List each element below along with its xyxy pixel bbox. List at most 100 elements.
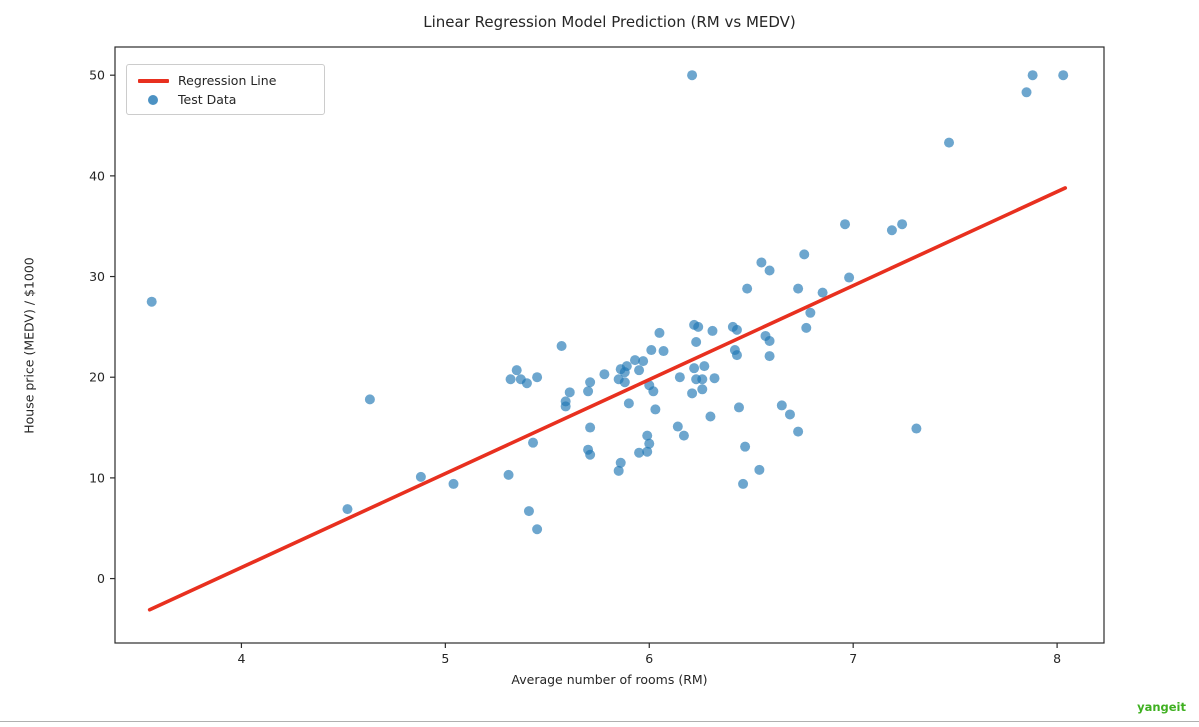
scatter-point	[897, 219, 908, 230]
scatter-point	[689, 363, 700, 374]
scatter-point	[613, 465, 624, 476]
scatter-point	[646, 345, 657, 356]
scatter-point	[699, 361, 710, 372]
scatter-point	[415, 471, 426, 482]
x-tick-label: 6	[645, 651, 653, 666]
scatter-point	[784, 409, 795, 420]
scatter-point	[672, 421, 683, 432]
scatter-point	[648, 386, 659, 397]
chart-title: Linear Regression Model Prediction (RM v…	[423, 13, 796, 31]
scatter-point	[583, 386, 594, 397]
scatter-point	[707, 325, 718, 336]
scatter-point	[528, 437, 539, 448]
scatter-point	[1027, 70, 1038, 81]
x-tick-label: 8	[1053, 651, 1061, 666]
scatter-point	[532, 524, 543, 535]
scatter-point	[731, 350, 742, 361]
x-tick-label: 4	[237, 651, 245, 666]
scatter-point	[799, 249, 810, 260]
scatter-point	[733, 402, 744, 413]
scatter-point	[764, 265, 775, 276]
legend-item-test-data: Test Data	[137, 90, 314, 109]
scatter-point	[638, 356, 649, 367]
scatter-point	[801, 322, 812, 333]
scatter-point	[642, 446, 653, 457]
scatter-point	[944, 137, 955, 148]
scatter-point	[342, 504, 353, 515]
scatter-point	[709, 373, 720, 384]
scatter-point	[687, 388, 698, 399]
scatter-point	[658, 346, 669, 357]
scatter-point	[705, 411, 716, 422]
scatter-point	[886, 225, 897, 236]
scatter-point	[523, 506, 534, 517]
scatter-point	[731, 324, 742, 335]
scatter-point	[564, 387, 575, 398]
scatter-point	[634, 447, 645, 458]
scatter-point	[585, 449, 596, 460]
scatter-point	[511, 365, 522, 376]
scatter-point	[738, 478, 749, 489]
scatter-point	[634, 365, 645, 376]
scatter-point	[840, 219, 851, 230]
scatter-point	[532, 372, 543, 383]
watermark: yangeit	[1137, 700, 1186, 714]
scatter-point	[742, 283, 753, 294]
scatter-point	[793, 426, 804, 437]
scatter-point	[754, 464, 765, 475]
regression-line-swatch-icon	[137, 78, 169, 83]
scatter-point	[911, 423, 922, 434]
scatter-point	[556, 341, 567, 352]
y-tick-label: 50	[89, 68, 105, 83]
legend-item-regression-line: Regression Line	[137, 71, 314, 90]
scatter-point	[615, 457, 626, 468]
scatter-point	[654, 327, 665, 338]
scatter-point	[585, 377, 596, 388]
legend-label-test-data: Test Data	[178, 92, 237, 107]
x-tick-label: 5	[441, 651, 449, 666]
y-tick-label: 30	[89, 269, 105, 284]
scatter-point	[844, 272, 855, 283]
scatter-point	[764, 351, 775, 362]
y-tick-label: 0	[97, 571, 105, 586]
scatter-point	[364, 394, 375, 405]
legend-label-regression-line: Regression Line	[178, 73, 277, 88]
regression-line	[147, 186, 1068, 612]
scatter-point	[805, 307, 816, 318]
scatter-point	[693, 321, 704, 332]
x-tick-label: 7	[849, 651, 857, 666]
axes-frame	[114, 46, 1105, 644]
scatter-point	[674, 372, 685, 383]
scatter-point	[503, 469, 514, 480]
scatter-point	[629, 355, 640, 366]
scatter-point	[697, 384, 708, 395]
scatter-point	[560, 401, 571, 412]
scatter-point	[764, 335, 775, 346]
scatter-point	[756, 257, 767, 268]
scatter-point	[793, 283, 804, 294]
bottom-divider	[0, 721, 1199, 722]
legend: Regression Line Test Data	[126, 64, 325, 115]
scatter-point	[1021, 87, 1032, 98]
scatter-point	[697, 374, 708, 385]
scatter-point	[642, 430, 653, 441]
scatter-point	[585, 422, 596, 433]
scatter-point	[448, 478, 459, 489]
scatter-point	[740, 441, 751, 452]
scatter-point	[621, 361, 632, 372]
scatter-point	[521, 378, 532, 389]
y-axis-label: House price (MEDV) / $1000	[21, 257, 37, 434]
scatter-point	[691, 336, 702, 347]
scatter-point	[623, 398, 634, 409]
y-tick-label: 20	[89, 370, 105, 385]
scatter-point	[650, 404, 661, 415]
scatter-point	[776, 400, 787, 411]
scatter-point	[599, 369, 610, 380]
scatter-point	[687, 70, 698, 81]
y-tick-label: 40	[89, 168, 105, 183]
scatter-point	[505, 374, 516, 385]
test-data-marker-icon	[137, 94, 169, 105]
scatter-point	[644, 438, 655, 449]
